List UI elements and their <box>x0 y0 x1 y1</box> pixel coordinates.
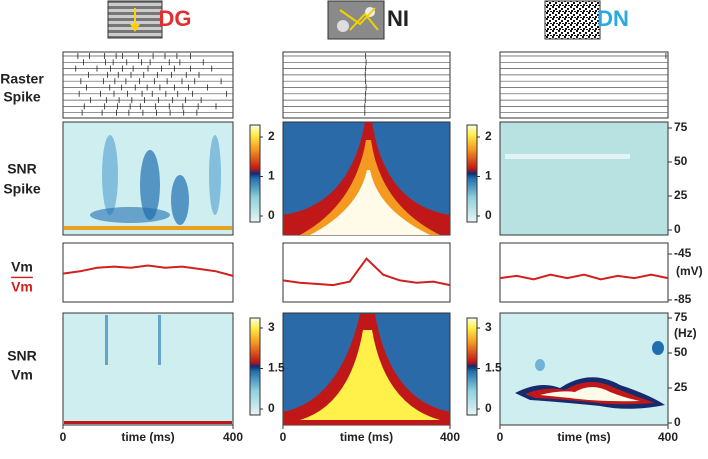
colorbar-tick-label: 3 <box>485 320 492 334</box>
x-tick-label: 0 <box>497 430 504 444</box>
row-label: Vm <box>11 279 33 295</box>
y-tick-label: -45 <box>674 246 692 260</box>
raster-frame <box>62 51 234 119</box>
y-tick-label: -85 <box>674 292 692 306</box>
x-axis-label: time (ms) <box>340 430 393 444</box>
x-tick-label: 400 <box>440 430 460 444</box>
vm-mean-line <box>62 264 234 277</box>
row-label: Spike <box>3 89 41 105</box>
vm-mean-line <box>499 273 669 281</box>
heatmaps <box>62 121 669 426</box>
x-axis-label: time (ms) <box>121 430 174 444</box>
x-axis-label: time (ms) <box>557 430 610 444</box>
y-tick-label: 25 <box>674 188 688 202</box>
column-title: NI <box>387 6 409 31</box>
colorbar-tick-label: 3 <box>268 320 275 334</box>
row-label: Raster <box>0 71 44 87</box>
colorbar-tick-label: 1 <box>485 169 492 183</box>
x-tick-label: 0 <box>280 430 287 444</box>
row-label: Vm <box>11 367 33 383</box>
x-tick-label: 400 <box>223 430 243 444</box>
vm-frame <box>282 242 451 303</box>
colorbar-tick-label: 2 <box>268 129 275 143</box>
y-tick-label: 0 <box>674 415 681 429</box>
colorbar-tick-label: 1.5 <box>485 361 502 375</box>
colorbar-tick-label: 1 <box>268 169 275 183</box>
colorbar-tick-label: 0 <box>485 401 492 415</box>
colorbar-tick-label: 2 <box>485 129 492 143</box>
stimulus-icons <box>107 0 601 40</box>
x-tick-label: 400 <box>658 430 678 444</box>
y-tick-label: 50 <box>674 154 688 168</box>
row-label: SNR <box>7 348 37 364</box>
column-title: DN <box>597 6 629 31</box>
y-axis-unit: (Hz) <box>674 326 697 340</box>
colorbar-tick-label: 0 <box>268 208 275 222</box>
x-tick-label: 0 <box>60 430 67 444</box>
row-label: Spike <box>3 181 41 197</box>
row-label: Vm <box>11 259 33 275</box>
vm-frame <box>499 242 669 303</box>
raster-frame <box>499 51 669 119</box>
y-axis-unit: (mV) <box>676 264 703 278</box>
y-tick-label: 75 <box>674 120 688 134</box>
colorbar-tick-label: 0 <box>485 208 492 222</box>
raster-frame <box>282 51 451 119</box>
vm-mean-line <box>282 257 451 287</box>
y-tick-label: 50 <box>674 345 688 359</box>
column-title: DG <box>159 6 192 31</box>
colorbar-tick-label: 1.5 <box>268 361 285 375</box>
y-tick-label: 0 <box>674 222 681 236</box>
vm-frame <box>62 242 234 303</box>
y-tick-label: 25 <box>674 380 688 394</box>
colorbar-tick-label: 0 <box>268 401 275 415</box>
y-tick-label: 75 <box>674 310 688 324</box>
row-label: SNR <box>7 161 37 177</box>
